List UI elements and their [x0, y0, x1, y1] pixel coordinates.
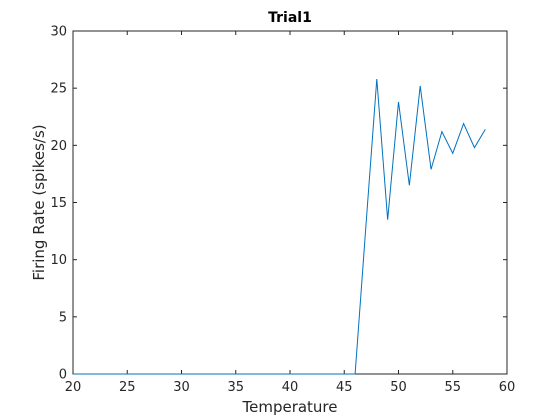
x-tick-label: 30	[173, 380, 190, 395]
x-tick-label: 45	[336, 380, 353, 395]
y-tick-label: 30	[50, 25, 67, 40]
y-tick-label: 15	[50, 196, 67, 211]
x-tick-label: 60	[499, 380, 516, 395]
y-tick-label: 10	[50, 253, 67, 268]
x-tick-label: 50	[390, 380, 407, 395]
x-tick-label: 40	[282, 380, 299, 395]
y-tick-label: 5	[59, 310, 67, 325]
series-line	[73, 78, 486, 375]
x-tick-label: 25	[119, 380, 136, 395]
x-tick-label: 20	[65, 380, 82, 395]
x-axis-ticks: 20 25 30 35 40 45 50 55 60	[65, 31, 516, 395]
y-tick-label: 0	[59, 368, 67, 383]
series-layer	[73, 78, 486, 375]
chart-title: Trial1	[268, 10, 312, 26]
x-axis-label: Temperature	[241, 398, 337, 416]
x-tick-label: 35	[227, 380, 244, 395]
x-tick-label: 55	[444, 380, 461, 395]
y-tick-label: 25	[50, 82, 67, 97]
y-axis-ticks: 0 5 10 15 20 25 30	[50, 25, 507, 383]
y-tick-label: 20	[50, 139, 67, 154]
plot-area	[72, 30, 508, 375]
y-axis-label: Firing Rate (spikes/s)	[30, 124, 48, 280]
